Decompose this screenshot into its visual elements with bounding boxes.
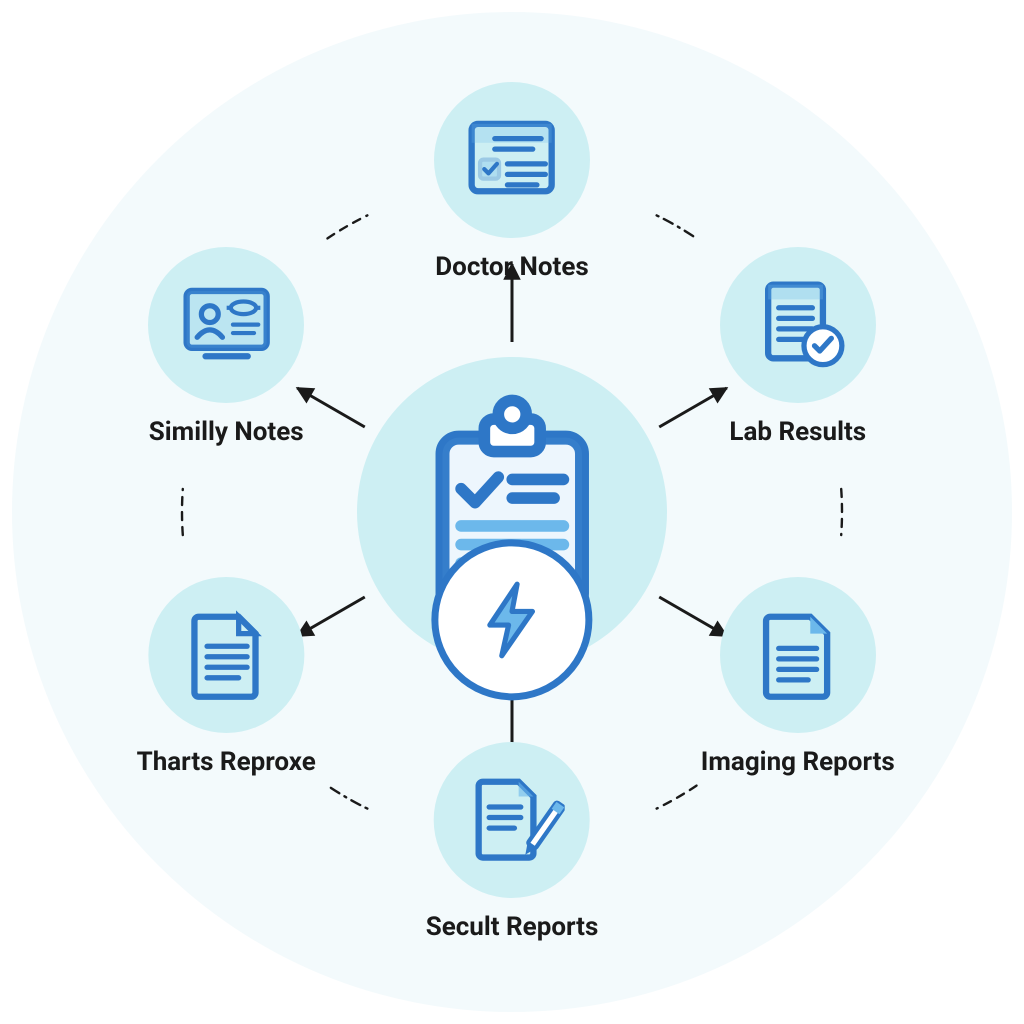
node-bubble	[720, 247, 876, 403]
node-label: Lab Results	[720, 417, 876, 447]
node-label: Tharts Reproxe	[137, 747, 316, 777]
node-label: Similly Notes	[148, 417, 304, 447]
doc-fold-icon	[745, 602, 850, 707]
node-tharts-reproxe: Tharts Reproxe	[137, 577, 316, 777]
screen-user-icon	[174, 272, 279, 377]
bolt-badge	[431, 540, 592, 701]
node-bubble	[148, 577, 304, 733]
node-bubble	[434, 82, 590, 238]
form-check-icon	[459, 107, 564, 212]
node-doctor-notes: Doctor Notes	[434, 82, 590, 282]
doc-plain-icon	[174, 602, 279, 707]
node-bubble	[148, 247, 304, 403]
node-bubble	[434, 742, 590, 898]
node-label: Secult Reports	[426, 912, 599, 942]
node-lab-results: Lab Results	[720, 247, 876, 447]
bolt-icon	[469, 578, 554, 663]
node-secult-reports: Secult Reports	[426, 742, 599, 942]
node-label: Doctor Notes	[434, 252, 590, 282]
radial-diagram: Doctor Notes Lab Results	[0, 0, 1024, 1024]
node-similly-notes: Similly Notes	[148, 247, 304, 447]
center-node	[357, 357, 667, 667]
node-imaging-reports: Imaging Reports	[701, 577, 895, 777]
node-bubble	[720, 577, 876, 733]
node-label: Imaging Reports	[701, 747, 895, 777]
center-bubble	[357, 357, 667, 667]
doc-pencil-icon	[459, 767, 564, 872]
doc-badge-icon	[745, 272, 850, 377]
